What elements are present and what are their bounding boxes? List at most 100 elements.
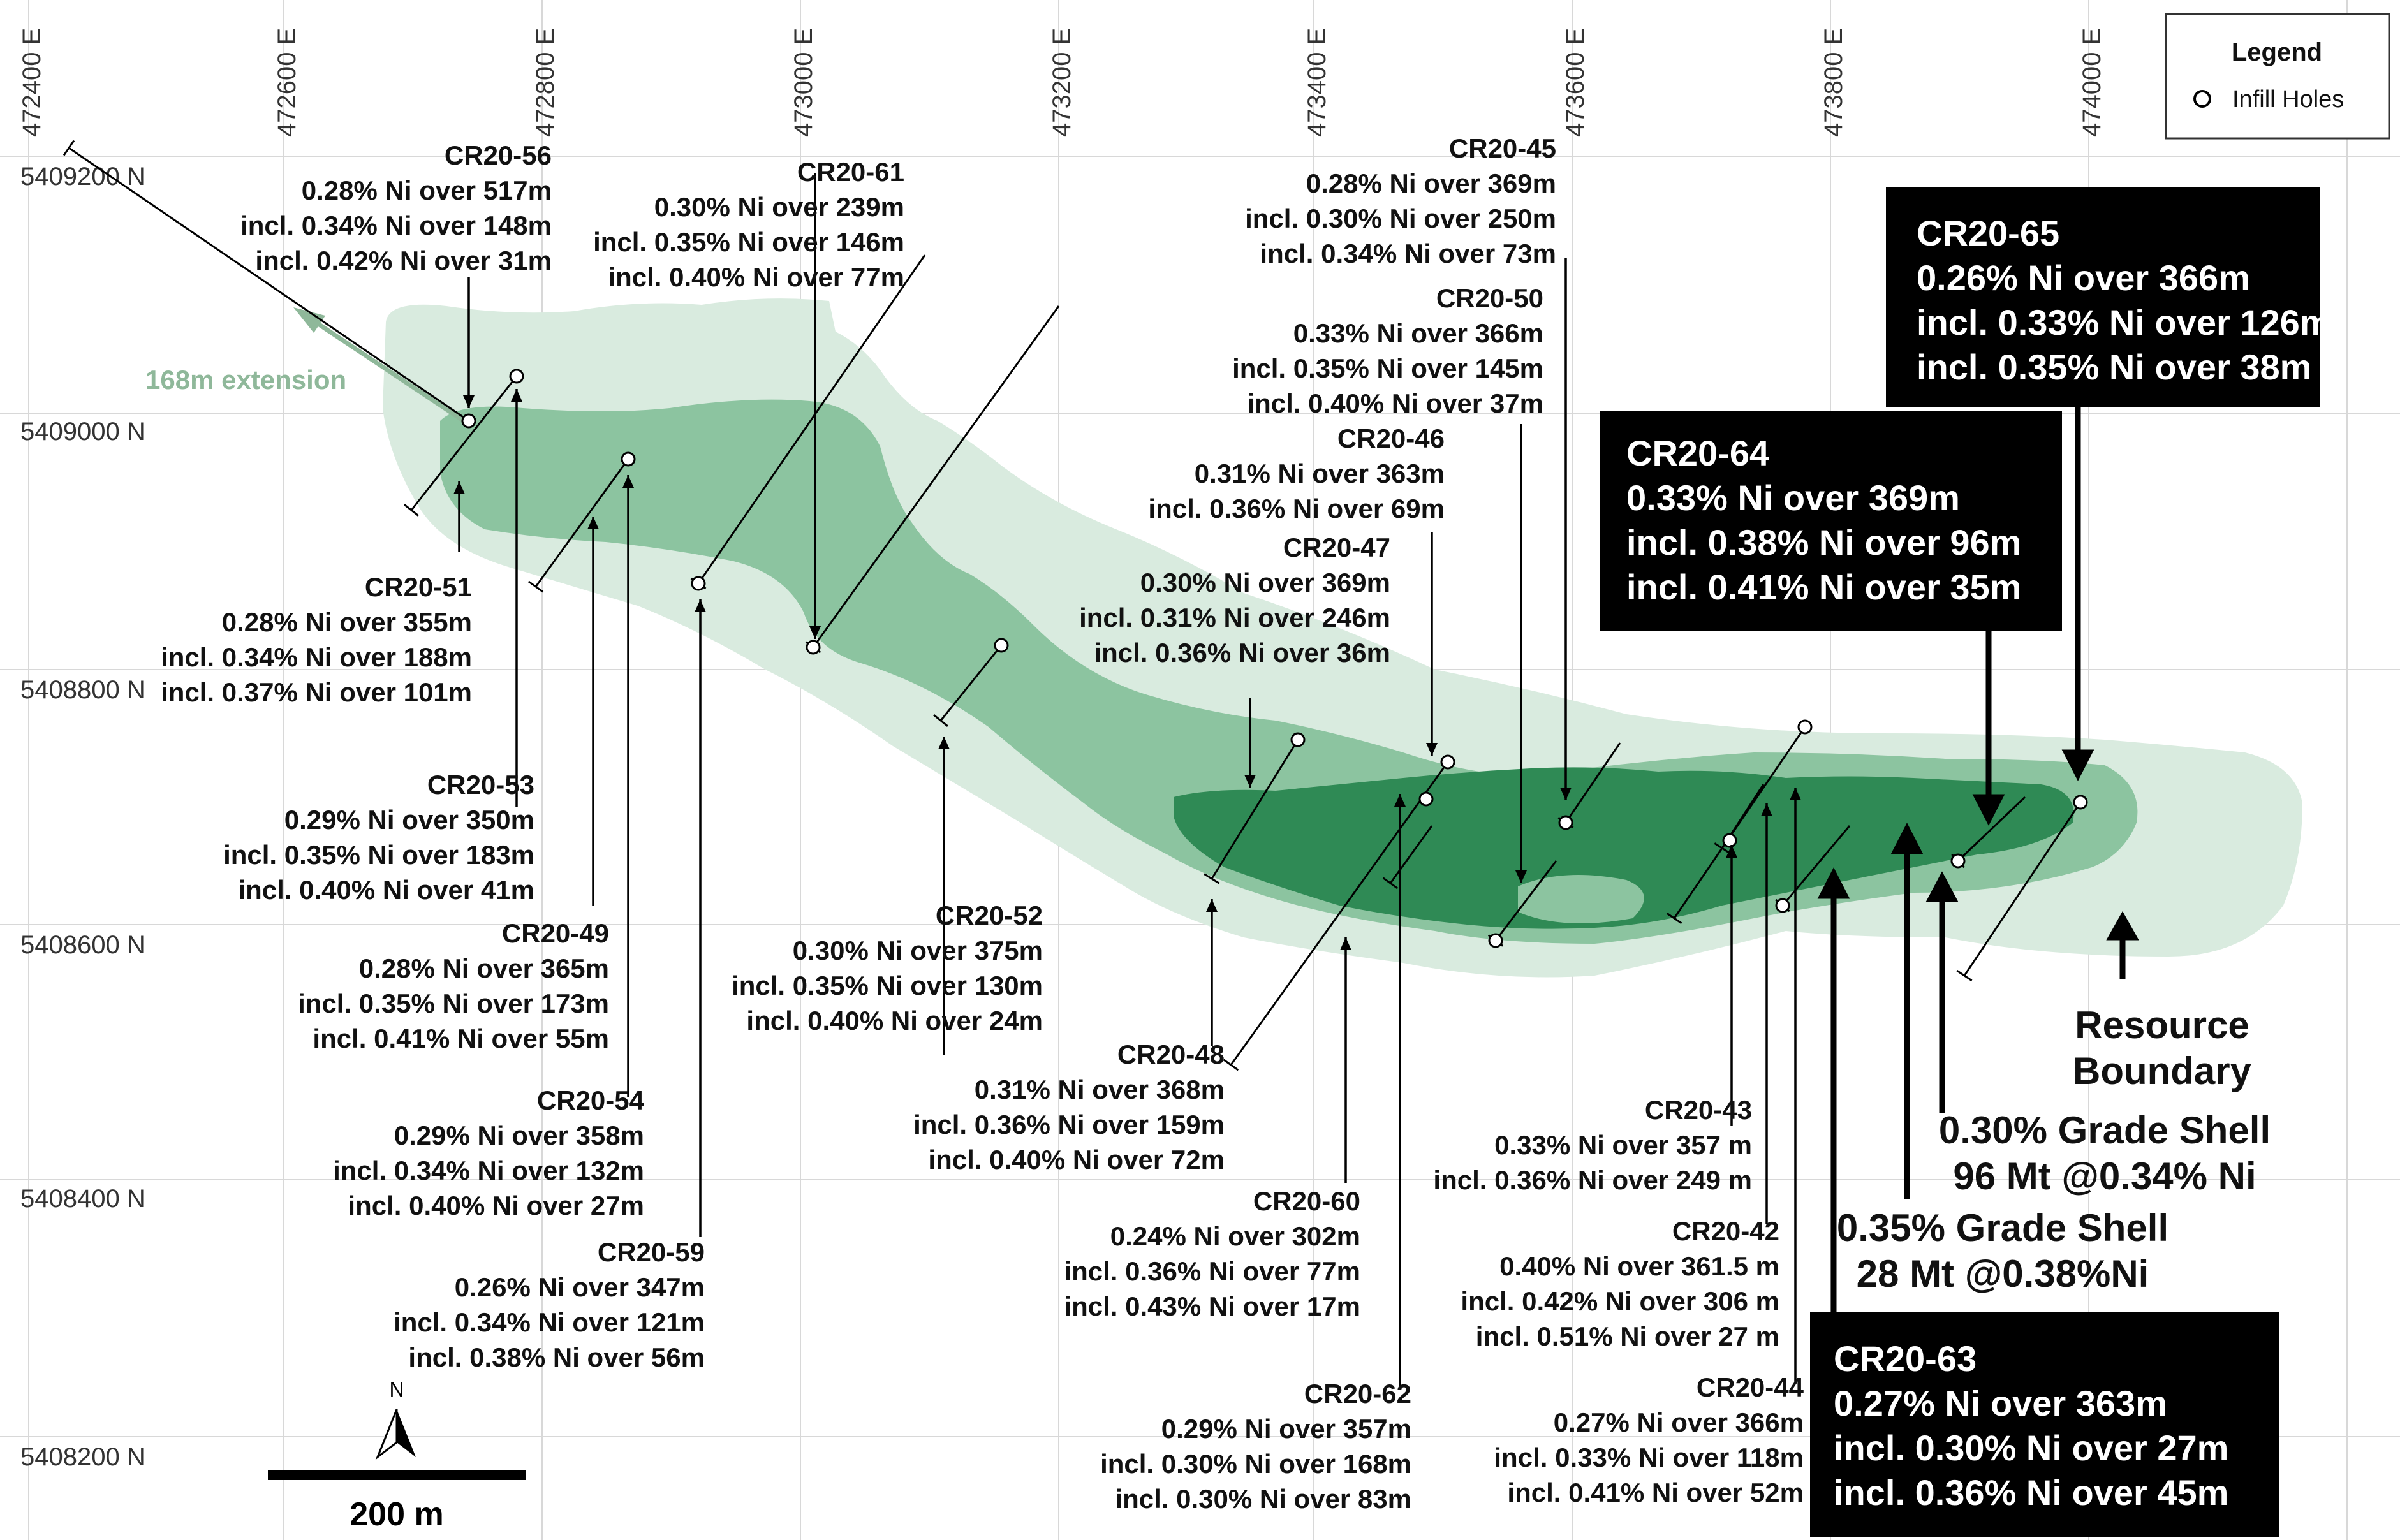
hole-assay: incl. 0.38% Ni over 56m [408,1342,705,1372]
highlight-box-cr20-64: CR20-64 0.33% Ni over 369m incl. 0.38% N… [1600,411,2062,631]
leader-arrowhead [1206,899,1218,912]
north-arrow-icon [375,1409,398,1460]
grade-shell-030-annotation: 0.30% Grade Shell 96 Mt @0.34% Ni [1939,1109,2271,1198]
drill-trace [68,147,469,422]
hole-assay: incl. 0.30% Ni over 83m [1115,1484,1411,1514]
infill-hole-collar [806,640,821,655]
leader-arrowhead [1726,845,1737,858]
hole-assay: 0.31% Ni over 363m [1195,458,1445,488]
hole-label-cr20-60: CR20-60 0.24% Ni over 302m incl. 0.36% Ni … [1064,1186,1360,1321]
northing-label: 5408400 N [20,1185,145,1213]
infill-hole-collar [691,576,706,591]
leader-arrowhead [695,599,706,612]
highlight-line: incl. 0.38% Ni over 96m [1626,522,2021,562]
leader-arrowhead [1790,788,1801,800]
hole-assay: 0.30% Ni over 369m [1140,568,1390,598]
hole-label-cr20-49: CR20-49 0.28% Ni over 365m incl. 0.35% Ni … [298,918,609,1053]
hole-id: CR20-59 [598,1237,705,1267]
hole-assay: incl. 0.36% Ni over 36m [1094,638,1390,668]
hole-assay: incl. 0.43% Ni over 17m [1064,1291,1360,1321]
trace-end-tick [63,140,75,156]
hole-assay: 0.28% Ni over 355m [222,607,472,637]
hole-assay: 0.29% Ni over 357m [1161,1414,1411,1444]
scale-bar-line [268,1470,526,1480]
hole-id: CR20-62 [1304,1379,1411,1409]
hole-id: CR20-50 [1436,283,1543,313]
hole-assay: 0.27% Ni over 366m [1554,1407,1804,1437]
easting-label: 472600 E [273,28,301,137]
scale-bar: 200 m [268,1470,526,1533]
legend-title: Legend [2232,38,2322,66]
easting-label: 473800 E [1820,28,1848,137]
drill-trace [1781,825,1851,906]
highlight-box-bg [1886,187,2320,407]
hole-label-cr20-50: CR20-50 0.33% Ni over 366m incl. 0.35% Ni … [1232,283,1543,418]
leader-arrowhead [1340,937,1351,950]
drill-trace [1494,860,1557,941]
hole-assay: incl. 0.36% Ni over 77m [1064,1256,1360,1286]
hole-assay: incl. 0.35% Ni over 145m [1232,353,1543,383]
hole-assay: incl. 0.42% Ni over 31m [255,246,552,275]
hole-assay: incl. 0.41% Ni over 55m [313,1023,609,1053]
hole-id: CR20-60 [1253,1186,1360,1216]
core-grade-zone [1174,767,2074,929]
hole-id: CR20-54 [537,1085,645,1115]
infill-hole-collar [621,451,636,467]
trace-end-tick [1382,877,1399,890]
leader-arrowhead [809,626,821,639]
hole-label-cr20-42: CR20-42 0.40% Ni over 361.5 m incl. 0.42% … [1461,1216,1779,1351]
infill-hole-collar [994,638,1009,653]
hole-assay: incl. 0.41% Ni over 52m [1507,1478,1804,1507]
leader-arrowhead [1244,775,1256,788]
hole-label-cr20-61: CR20-61 0.30% Ni over 239m incl. 0.35% Ni … [593,157,904,292]
hole-label-cr20-48: CR20-48 0.31% Ni over 368m incl. 0.36% Ni … [913,1039,1225,1175]
easting-label: 473000 E [790,28,818,137]
highlight-line: 0.33% Ni over 369m [1626,478,1960,518]
trace-end-tick [933,714,948,727]
hole-assay: 0.31% Ni over 368m [975,1074,1225,1104]
highlight-title: CR20-64 [1626,433,1769,473]
drill-trace [1957,796,2026,862]
hole-assay: 0.40% Ni over 361.5 m [1499,1251,1779,1281]
hole-assay: 0.33% Ni over 366m [1293,318,1543,348]
northing-label: 5409000 N [20,418,145,446]
infill-hole-collar [1418,791,1434,807]
hole-id: CR20-48 [1117,1039,1225,1069]
drill-trace [1963,802,2082,976]
hole-assay: 0.29% Ni over 358m [394,1120,644,1150]
leader-arrowhead [463,395,475,408]
easting-label: 473200 E [1048,28,1076,137]
easting-label: 472800 E [531,28,559,137]
highlight-line: incl. 0.41% Ni over 35m [1626,567,2021,607]
hole-label-cr20-54: CR20-54 0.29% Ni over 358m incl. 0.34% Ni … [333,1085,645,1221]
drill-trace [939,645,1003,721]
hole-id: CR20-52 [936,900,1043,930]
hole-assay: incl. 0.33% Ni over 118m [1494,1442,1804,1472]
hole-id: CR20-56 [445,140,552,170]
leader-arrowhead [1426,743,1438,756]
resource-boundary-text: Boundary [2073,1050,2252,1092]
hole-id: CR20-51 [365,572,472,602]
hole-assay: incl. 0.40% Ni over 72m [928,1145,1225,1175]
hole-assay: incl. 0.40% Ni over 41m [238,875,534,905]
hole-id: CR20-43 [1645,1095,1752,1125]
infill-hole-collar [2073,795,2088,810]
leader-arrowhead [1560,788,1572,800]
drill-trace [1230,761,1449,1066]
hole-assay: incl. 0.34% Ni over 73m [1260,238,1556,268]
highlight-box-bg [1600,411,2062,631]
highlight-title: CR20-65 [1917,213,2059,253]
leader-arrowhead [1394,794,1406,807]
leader-arrowhead [453,481,465,494]
infill-hole-collar [1440,754,1455,770]
hole-assay: 0.30% Ni over 375m [793,935,1043,965]
hole-assay: incl. 0.30% Ni over 168m [1100,1449,1411,1479]
hole-assay: incl. 0.34% Ni over 148m [240,210,552,240]
grade-shell-text: 0.30% Grade Shell [1939,1109,2271,1152]
leader-arrowhead [511,389,522,402]
highlight-line: incl. 0.35% Ni over 38m [1917,347,2311,387]
north-arrow: N [375,1378,416,1460]
easting-label: 473400 E [1303,28,1331,137]
grade-shell-text: 28 Mt @0.38%Ni [1857,1252,2149,1295]
